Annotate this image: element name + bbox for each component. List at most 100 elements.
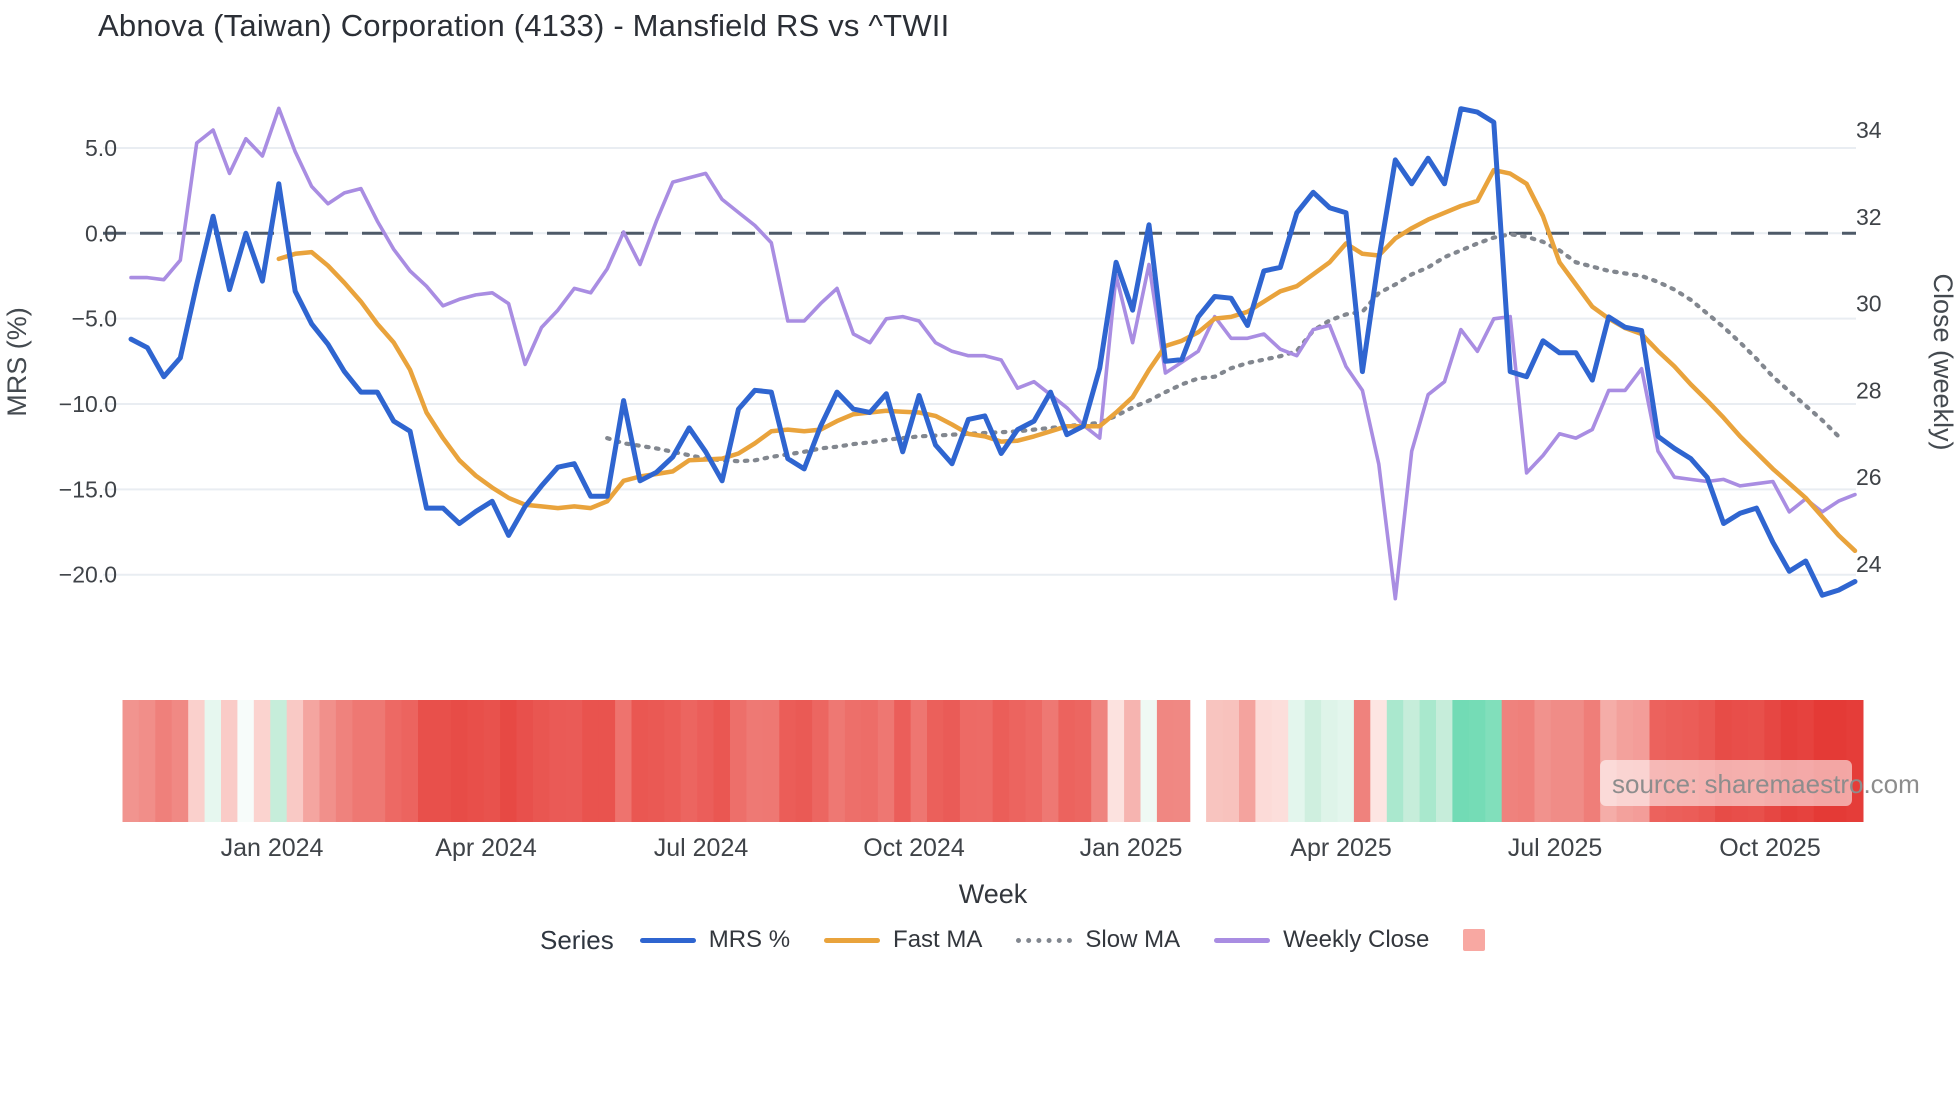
heatmap-cell bbox=[155, 700, 173, 822]
heatmap-cell bbox=[450, 700, 468, 822]
y-left-tick-label: −5.0 bbox=[72, 306, 117, 332]
heatmap-cell bbox=[877, 700, 895, 822]
heatmap-cell bbox=[910, 700, 928, 822]
heatmap-cell bbox=[844, 700, 862, 822]
heatmap-cell bbox=[500, 700, 518, 822]
heatmap-cell bbox=[418, 700, 435, 822]
heatmap-cell bbox=[1534, 700, 1552, 822]
heatmap-cell bbox=[1156, 700, 1174, 822]
heatmap-cell bbox=[713, 700, 731, 822]
y-left-tick-label: −10.0 bbox=[59, 391, 117, 417]
heatmap-cell bbox=[598, 700, 616, 822]
y-axis-left-ticks: 5.0 0.0 −5.0 −10.0 −15.0 −20.0 bbox=[59, 135, 117, 588]
legend-item-weekly-close[interactable]: Weekly Close bbox=[1214, 926, 1429, 954]
heatmap-cell bbox=[992, 700, 1010, 822]
heatmap-cell bbox=[138, 700, 156, 822]
source-annotation-background bbox=[1600, 760, 1852, 806]
heatmap-cell bbox=[270, 700, 288, 822]
heatmap-cell bbox=[1042, 700, 1059, 822]
heatmap-cell bbox=[237, 700, 255, 822]
y-left-tick-label: −15.0 bbox=[59, 476, 117, 502]
heatmap-cell bbox=[1124, 700, 1142, 822]
heatmap-cell bbox=[1107, 700, 1125, 822]
heatmap-cell bbox=[1468, 700, 1486, 822]
heatmap-cell bbox=[188, 700, 206, 822]
heatmap-cell bbox=[730, 700, 747, 822]
y-right-tick-label: 24 bbox=[1856, 551, 1882, 577]
heatmap-cell bbox=[352, 700, 370, 822]
heatmap-cell bbox=[385, 700, 403, 822]
heatmap-cell bbox=[582, 700, 600, 822]
heatmap-cell bbox=[1009, 700, 1027, 822]
heatmap-cell bbox=[1452, 700, 1470, 822]
fast-ma-line-swatch-icon bbox=[824, 937, 881, 943]
heatmap-cell bbox=[1140, 700, 1158, 822]
mrs-heatmap-strip bbox=[122, 700, 1864, 822]
mrs-line-swatch-icon bbox=[639, 937, 696, 943]
y-right-tick-label: 28 bbox=[1856, 377, 1882, 403]
heatmap-cell bbox=[1501, 700, 1519, 822]
heatmap-cell bbox=[647, 700, 665, 822]
y-right-tick-label: 30 bbox=[1856, 291, 1882, 317]
heatmap-cell bbox=[861, 700, 879, 822]
y-left-tick-label: −20.0 bbox=[59, 562, 117, 588]
slow-ma-dotted-swatch-icon bbox=[1016, 937, 1073, 943]
y-right-tick-label: 34 bbox=[1856, 117, 1882, 143]
heatmap-cell bbox=[631, 700, 649, 822]
series-lines bbox=[128, 106, 1858, 601]
x-tick-label: Jul 2024 bbox=[654, 834, 749, 862]
y-right-axis-title: Close (weekly) bbox=[1928, 273, 1958, 450]
heatmap-cell bbox=[1370, 700, 1388, 822]
legend-item-label: Weekly Close bbox=[1283, 926, 1430, 953]
heatmap-cell bbox=[1255, 700, 1273, 822]
heatmap-cell bbox=[401, 700, 419, 822]
y-right-tick-label: 26 bbox=[1856, 464, 1882, 490]
heatmap-cell bbox=[664, 700, 682, 822]
heatmap-cell bbox=[959, 700, 977, 822]
heatmap-cell bbox=[943, 700, 961, 822]
heatmap-cell bbox=[1419, 700, 1437, 822]
legend-item-mrs[interactable]: MRS % bbox=[639, 926, 791, 954]
heatmap-cell bbox=[1337, 700, 1355, 822]
heatmap-cell bbox=[1239, 700, 1256, 822]
x-tick-label: Apr 2025 bbox=[1290, 834, 1391, 862]
y-right-tick-label: 32 bbox=[1856, 204, 1882, 230]
y-left-tick-label: 5.0 bbox=[85, 135, 117, 161]
weekly-close-line-swatch-icon bbox=[1214, 937, 1271, 943]
heatmap-cell bbox=[434, 700, 452, 822]
heatmap-cell bbox=[483, 700, 501, 822]
heatmap-cell bbox=[697, 700, 715, 822]
x-tick-label: Jan 2024 bbox=[221, 834, 324, 862]
legend-item-heatmap[interactable] bbox=[1463, 929, 1486, 951]
heatmap-square-swatch-icon bbox=[1463, 929, 1486, 951]
heatmap-cell bbox=[1550, 700, 1568, 822]
x-axis-title: Week bbox=[959, 879, 1028, 909]
heatmap-cell bbox=[894, 700, 912, 822]
heatmap-cell bbox=[533, 700, 550, 822]
y-axis-right-ticks: 34 32 30 28 26 24 bbox=[1856, 117, 1882, 577]
x-tick-label: Jul 2025 bbox=[1508, 834, 1603, 862]
heatmap-cell bbox=[1074, 700, 1092, 822]
heatmap-cell bbox=[779, 700, 797, 822]
series-line-fast-ma[interactable] bbox=[276, 167, 1858, 554]
chart-title: Abnova (Taiwan) Corporation (4133) - Man… bbox=[98, 8, 950, 43]
heatmap-cell bbox=[516, 700, 534, 822]
heatmap-cell bbox=[1288, 700, 1306, 822]
y-left-axis-title: MRS (%) bbox=[2, 307, 32, 417]
legend-item-label: MRS % bbox=[708, 926, 791, 953]
legend-item-fast-ma[interactable]: Fast MA bbox=[824, 926, 982, 954]
series-line-mrs-[interactable] bbox=[128, 106, 1858, 598]
source-annotation-text: source: sharemaestro.com bbox=[1612, 769, 1920, 799]
heatmap-cell bbox=[549, 700, 567, 822]
heatmap-cell bbox=[1436, 700, 1453, 822]
legend-item-slow-ma[interactable]: Slow MA bbox=[1016, 926, 1180, 954]
heatmap-cell bbox=[1403, 700, 1421, 822]
series-line-weekly-close[interactable] bbox=[129, 106, 1857, 601]
heatmap-cell bbox=[1321, 700, 1339, 822]
heatmap-cell bbox=[467, 700, 485, 822]
heatmap-cell bbox=[828, 700, 846, 822]
heatmap-cell bbox=[368, 700, 386, 822]
heatmap-cell bbox=[565, 700, 583, 822]
